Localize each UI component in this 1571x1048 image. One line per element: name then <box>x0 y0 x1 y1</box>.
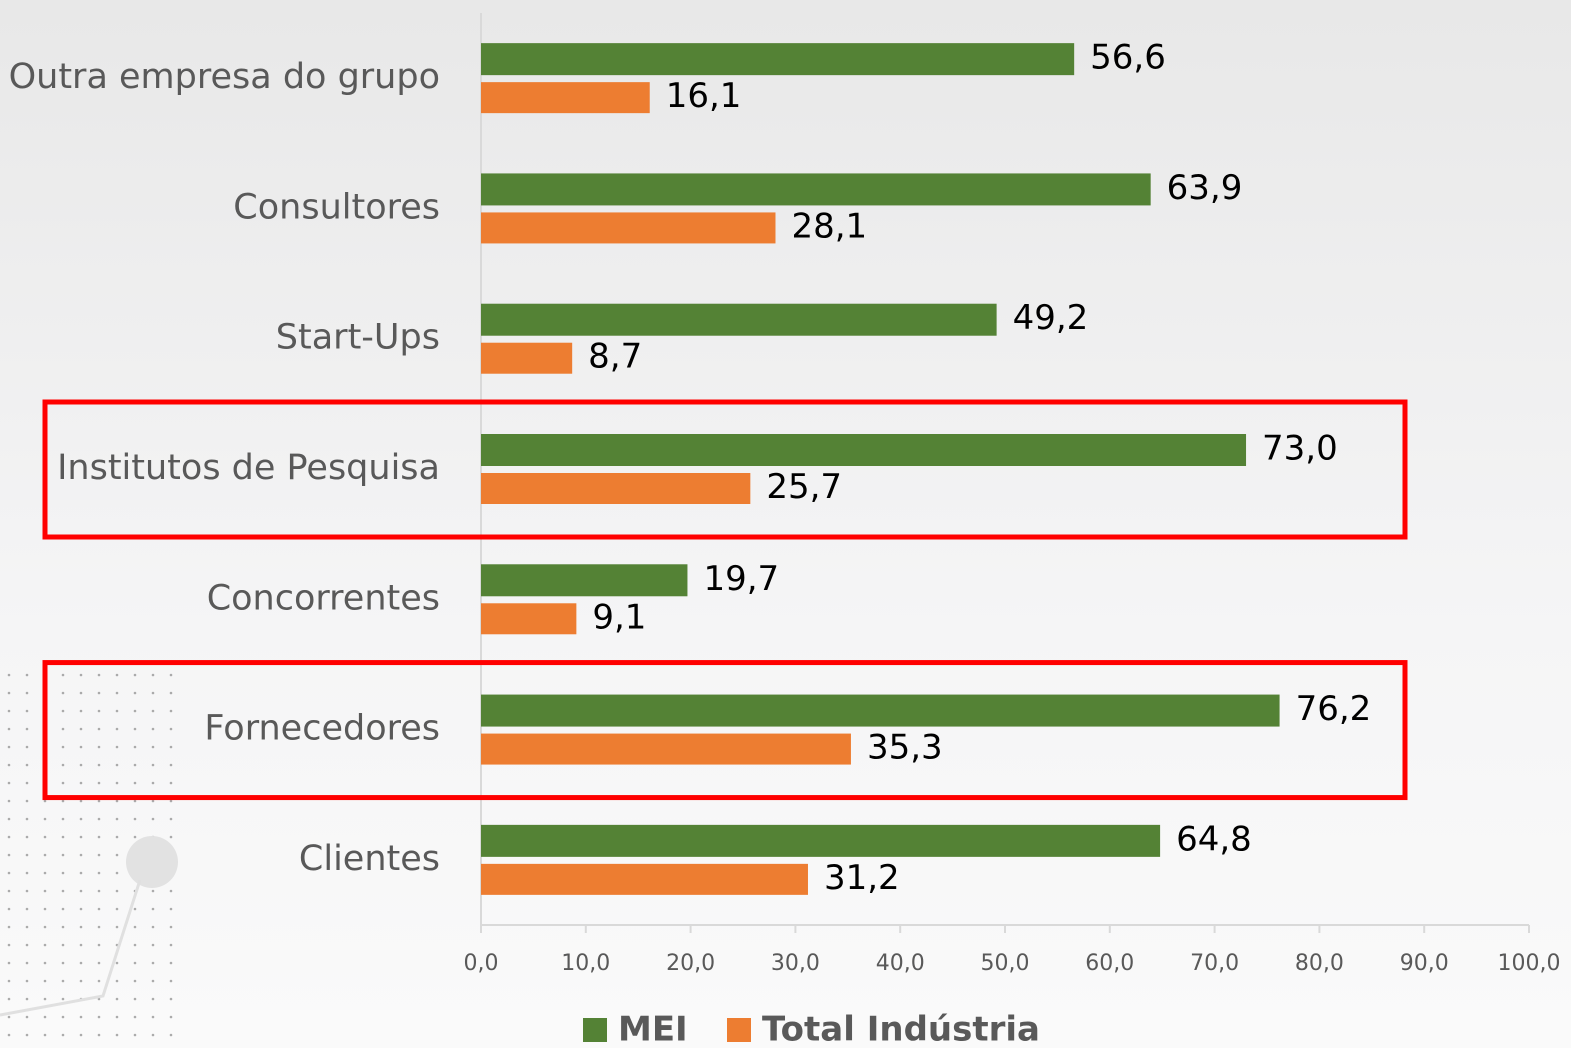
category-label: Concorrentes <box>207 578 440 618</box>
value-label: 35,3 <box>867 728 943 768</box>
category-label: Clientes <box>299 839 440 879</box>
decoration-circle <box>126 836 178 888</box>
chart: 0,0 10,0 20,0 30,0 40,0 50,0 60,0 70,0 80,0 90,0 1… <box>0 0 1571 1048</box>
x-tick-label: 50,0 <box>981 951 1030 976</box>
value-label: 8,7 <box>588 337 642 377</box>
value-label: 64,8 <box>1176 819 1252 859</box>
x-tick-label: 40,0 <box>876 951 925 976</box>
bar <box>481 825 1160 857</box>
bar <box>481 695 1280 727</box>
value-label: 9,1 <box>592 597 646 637</box>
value-label: 16,1 <box>666 76 742 116</box>
value-label: 19,7 <box>703 559 779 599</box>
bar <box>481 734 851 765</box>
bar <box>481 564 687 596</box>
legend-label: MEI <box>618 1010 688 1048</box>
bar <box>481 43 1074 75</box>
bar <box>481 473 750 504</box>
legend-label: Total Indústria <box>762 1010 1040 1048</box>
x-tick-label: 10,0 <box>561 951 610 976</box>
value-label: 49,2 <box>1013 298 1089 338</box>
category-label: Institutos de Pesquisa <box>57 448 440 488</box>
x-tick-label: 70,0 <box>1190 951 1239 976</box>
legend-swatch <box>727 1018 751 1042</box>
category-label: Fornecedores <box>204 709 440 749</box>
legend-swatch <box>583 1018 607 1042</box>
value-label: 31,2 <box>824 858 900 898</box>
bar <box>481 212 775 243</box>
value-label: 73,0 <box>1262 429 1338 469</box>
value-label: 56,6 <box>1090 38 1166 78</box>
bar <box>481 343 572 374</box>
category-label: Outra empresa do grupo <box>9 57 440 97</box>
x-tick-label: 30,0 <box>771 951 820 976</box>
x-tick-label: 20,0 <box>666 951 715 976</box>
category-label: Consultores <box>233 187 440 227</box>
x-tick-label: 90,0 <box>1400 951 1449 976</box>
value-label: 28,1 <box>791 206 867 246</box>
bar <box>481 173 1151 205</box>
bar <box>481 304 997 336</box>
x-tick-label: 0,0 <box>464 951 499 976</box>
bar <box>481 82 650 113</box>
bar <box>481 603 576 634</box>
value-label: 25,7 <box>766 467 842 507</box>
x-tick-label: 100,0 <box>1498 951 1561 976</box>
bar <box>481 434 1246 466</box>
value-label: 76,2 <box>1296 689 1372 729</box>
category-label: Start-Ups <box>276 318 440 358</box>
bar <box>481 864 808 895</box>
x-tick-label: 60,0 <box>1085 951 1134 976</box>
value-label: 63,9 <box>1167 168 1243 208</box>
x-tick-label: 80,0 <box>1295 951 1344 976</box>
